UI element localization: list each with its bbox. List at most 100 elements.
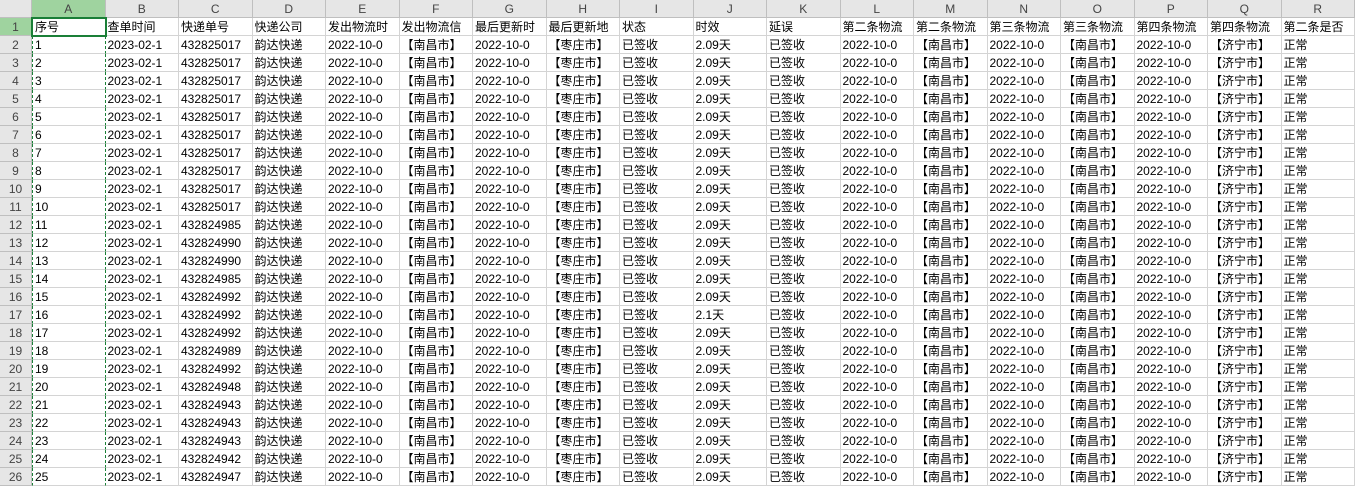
cell[interactable]: 23 — [32, 432, 106, 450]
cell[interactable]: 2022-10-0 — [326, 432, 400, 450]
cell[interactable]: 2022-10-0 — [326, 360, 400, 378]
cell[interactable]: 2022-10-0 — [841, 306, 915, 324]
cell[interactable]: 2022-10-0 — [326, 324, 400, 342]
cell[interactable]: 已签收 — [767, 270, 841, 288]
cell[interactable]: 【南昌市】 — [1061, 216, 1135, 234]
cell[interactable]: 2022-10-0 — [473, 234, 547, 252]
cell[interactable]: 【南昌市】 — [400, 126, 474, 144]
column-header[interactable]: P — [1135, 0, 1209, 18]
cell[interactable]: 时效 — [694, 18, 768, 36]
cell[interactable]: 韵达快递 — [253, 378, 327, 396]
cell[interactable]: 2023-02-1 — [106, 108, 180, 126]
cell[interactable]: 2022-10-0 — [326, 54, 400, 72]
cell[interactable]: 2.09天 — [694, 468, 768, 486]
cell[interactable]: 【南昌市】 — [914, 432, 988, 450]
cell[interactable]: 已签收 — [620, 144, 694, 162]
cell[interactable]: 2022-10-0 — [988, 36, 1062, 54]
cell[interactable]: 2022-10-0 — [988, 54, 1062, 72]
cell[interactable]: 【南昌市】 — [914, 450, 988, 468]
cell[interactable]: 【南昌市】 — [914, 126, 988, 144]
row-header[interactable]: 11 — [0, 198, 32, 216]
cell[interactable]: 韵达快递 — [253, 180, 327, 198]
column-header[interactable]: D — [253, 0, 327, 18]
cell[interactable]: 432824943 — [179, 396, 253, 414]
cell[interactable]: 【南昌市】 — [400, 360, 474, 378]
cell[interactable]: 432824992 — [179, 306, 253, 324]
cell[interactable]: 432824990 — [179, 252, 253, 270]
cell[interactable]: 【南昌市】 — [914, 162, 988, 180]
cell[interactable]: 【南昌市】 — [400, 432, 474, 450]
cell[interactable]: 2.09天 — [694, 378, 768, 396]
cell[interactable]: 韵达快递 — [253, 450, 327, 468]
cell[interactable]: 韵达快递 — [253, 270, 327, 288]
cell[interactable]: 韵达快递 — [253, 54, 327, 72]
cell[interactable]: 快递单号 — [179, 18, 253, 36]
cell[interactable]: 已签收 — [767, 378, 841, 396]
cell[interactable]: 2023-02-1 — [106, 90, 180, 108]
cell[interactable]: 【枣庄市】 — [547, 234, 621, 252]
cell[interactable]: 2022-10-0 — [473, 450, 547, 468]
cell[interactable]: 【南昌市】 — [400, 342, 474, 360]
cell[interactable]: 2022-10-0 — [473, 252, 547, 270]
cell[interactable]: 2022-10-0 — [841, 342, 915, 360]
cell[interactable]: 韵达快递 — [253, 360, 327, 378]
cell[interactable]: 正常 — [1282, 90, 1356, 108]
cell[interactable]: 2022-10-0 — [1135, 36, 1209, 54]
row-header[interactable]: 13 — [0, 234, 32, 252]
cell[interactable]: 正常 — [1282, 180, 1356, 198]
cell[interactable]: 【南昌市】 — [1061, 36, 1135, 54]
cell[interactable]: 2023-02-1 — [106, 126, 180, 144]
cell[interactable]: 韵达快递 — [253, 306, 327, 324]
cell[interactable]: 2023-02-1 — [106, 360, 180, 378]
cell[interactable]: 【南昌市】 — [914, 234, 988, 252]
cell[interactable]: 2022-10-0 — [1135, 234, 1209, 252]
cell[interactable]: 2022-10-0 — [988, 234, 1062, 252]
cell[interactable]: 【南昌市】 — [400, 252, 474, 270]
cell[interactable]: 已签收 — [620, 72, 694, 90]
cell[interactable]: 2023-02-1 — [106, 144, 180, 162]
cell[interactable]: 【济宁市】 — [1208, 396, 1282, 414]
cell[interactable]: 2022-10-0 — [473, 108, 547, 126]
row-header[interactable]: 4 — [0, 72, 32, 90]
cell[interactable]: 432824992 — [179, 360, 253, 378]
cell[interactable]: 2.09天 — [694, 360, 768, 378]
cell[interactable]: 2022-10-0 — [841, 144, 915, 162]
cell[interactable]: 2022-10-0 — [473, 144, 547, 162]
cell[interactable]: 已签收 — [620, 126, 694, 144]
column-header[interactable]: C — [179, 0, 253, 18]
cell[interactable]: 【南昌市】 — [914, 198, 988, 216]
cell[interactable]: 2 — [32, 54, 106, 72]
cell[interactable]: 2022-10-0 — [988, 198, 1062, 216]
cell[interactable]: 已签收 — [620, 396, 694, 414]
cell[interactable]: 【南昌市】 — [914, 360, 988, 378]
cell[interactable]: 已签收 — [767, 468, 841, 486]
cell[interactable]: 已签收 — [620, 324, 694, 342]
cell[interactable]: 已签收 — [767, 90, 841, 108]
cell[interactable]: 【南昌市】 — [914, 216, 988, 234]
cell[interactable]: 【南昌市】 — [1061, 270, 1135, 288]
cell[interactable]: 2023-02-1 — [106, 252, 180, 270]
cell[interactable]: 【南昌市】 — [1061, 126, 1135, 144]
cell[interactable]: 2022-10-0 — [326, 234, 400, 252]
cell[interactable]: 【南昌市】 — [1061, 144, 1135, 162]
row-header[interactable]: 10 — [0, 180, 32, 198]
cell[interactable]: 2022-10-0 — [473, 54, 547, 72]
cell[interactable]: 已签收 — [620, 198, 694, 216]
cell[interactable]: 15 — [32, 288, 106, 306]
cell[interactable]: 已签收 — [620, 54, 694, 72]
cell[interactable]: 已签收 — [767, 360, 841, 378]
row-header[interactable]: 24 — [0, 432, 32, 450]
cell[interactable]: 正常 — [1282, 288, 1356, 306]
cell[interactable]: 2.09天 — [694, 288, 768, 306]
cell[interactable]: 2022-10-0 — [988, 270, 1062, 288]
cell[interactable]: 432824985 — [179, 216, 253, 234]
cell[interactable]: 2022-10-0 — [473, 468, 547, 486]
cell[interactable]: 韵达快递 — [253, 162, 327, 180]
cell[interactable]: 2022-10-0 — [988, 432, 1062, 450]
cell[interactable]: 【南昌市】 — [400, 180, 474, 198]
cell[interactable]: 【南昌市】 — [400, 270, 474, 288]
cell[interactable]: 【南昌市】 — [914, 288, 988, 306]
cell[interactable]: 【枣庄市】 — [547, 432, 621, 450]
cell[interactable]: 2022-10-0 — [326, 126, 400, 144]
cell[interactable]: 2022-10-0 — [1135, 378, 1209, 396]
